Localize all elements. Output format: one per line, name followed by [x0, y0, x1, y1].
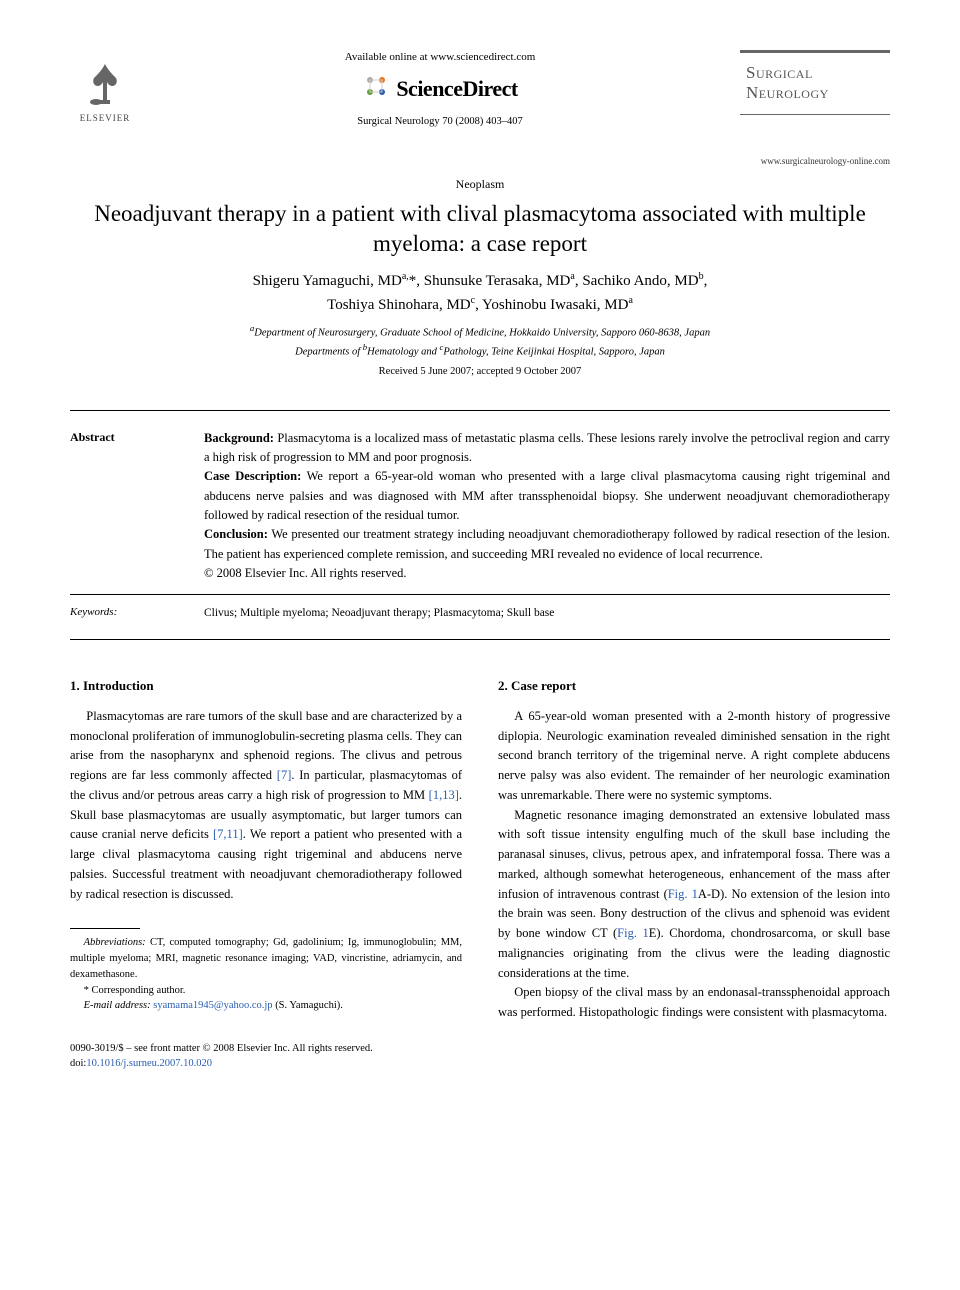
abstract-content: Background: Plasmacytoma is a localized … [204, 429, 890, 584]
case-p3: Open biopsy of the clival mass by an end… [498, 983, 890, 1023]
body-columns: 1. Introduction Plasmacytomas are rare t… [70, 676, 890, 1023]
keywords-row: Keywords: Clivus; Multiple myeloma; Neoa… [70, 594, 890, 622]
case-heading: 2. Case report [498, 676, 890, 697]
journal-url: www.surgicalneurology-online.com [761, 155, 890, 168]
keywords-label: Keywords: [70, 605, 180, 622]
email-link[interactable]: syamama1945@yahoo.co.jp [153, 1000, 272, 1011]
article-dates: Received 5 June 2007; accepted 9 October… [70, 364, 890, 379]
column-left: 1. Introduction Plasmacytomas are rare t… [70, 676, 462, 1023]
intro-paragraph: Plasmacytomas are rare tumors of the sku… [70, 707, 462, 905]
journal-title-box: Surgical Neurology [740, 50, 890, 115]
abs-background-label: Background: [204, 431, 274, 445]
abs-case-text: We report a 65-year-old woman who presen… [204, 469, 890, 522]
footer-left: 0090-3019/$ – see front matter © 2008 El… [70, 1041, 373, 1071]
authors: Shigeru Yamaguchi, MDa,*, Shunsuke Teras… [70, 269, 890, 316]
citation-link[interactable]: [1,13] [429, 788, 459, 802]
email-suffix: (S. Yamaguchi). [275, 1000, 343, 1011]
figure-link[interactable]: Fig. 1 [617, 926, 649, 940]
abs-conclusion-label: Conclusion: [204, 527, 268, 541]
available-online-line: Available online at www.sciencedirect.co… [140, 50, 740, 66]
copyright-line: 0090-3019/$ – see front matter © 2008 El… [70, 1043, 373, 1054]
corresponding-author-footnote: * Corresponding author. [70, 983, 462, 999]
publisher-name: ELSEVIER [80, 112, 131, 125]
column-right: 2. Case report A 65-year-old woman prese… [498, 676, 890, 1023]
abbrev-label: Abbreviations: [84, 937, 146, 948]
sciencedirect-name: ScienceDirect [396, 73, 517, 105]
abs-case-label: Case Description: [204, 469, 301, 483]
elsevier-tree-icon [82, 60, 128, 110]
case-p1: A 65-year-old woman presented with a 2-m… [498, 707, 890, 806]
center-header: Available online at www.sciencedirect.co… [140, 50, 740, 129]
email-footnote: E-mail address: syamama1945@yahoo.co.jp … [70, 998, 462, 1014]
citation-link[interactable]: [7] [277, 768, 292, 782]
journal-title: Surgical Neurology [746, 63, 884, 104]
abs-conclusion-text: We presented our treatment strategy incl… [204, 527, 890, 560]
article-title: Neoadjuvant therapy in a patient with cl… [70, 199, 890, 259]
keywords-content: Clivus; Multiple myeloma; Neoadjuvant th… [204, 605, 890, 622]
abs-background-text: Plasmacytoma is a localized mass of meta… [204, 431, 890, 464]
abstract-label: Abstract [70, 429, 180, 584]
sciencedirect-logo: ScienceDirect [362, 72, 517, 106]
citation-link[interactable]: [7,11] [213, 827, 243, 841]
journal-title-box-col: Surgical Neurology www.surgicalneurology… [740, 50, 890, 168]
footnote-rule [70, 928, 140, 929]
doi-label: doi: [70, 1058, 86, 1069]
case-p2: Magnetic resonance imaging demonstrated … [498, 806, 890, 984]
affiliations: aDepartment of Neurosurgery, Graduate Sc… [70, 322, 890, 360]
footnotes: Abbreviations: CT, computed tomography; … [70, 935, 462, 1014]
intro-heading: 1. Introduction [70, 676, 462, 697]
doi-link[interactable]: 10.1016/j.surneu.2007.10.020 [86, 1058, 212, 1069]
sciencedirect-mark-icon [362, 72, 390, 106]
abs-copyright: © 2008 Elsevier Inc. All rights reserved… [204, 566, 407, 580]
journal-reference: Surgical Neurology 70 (2008) 403–407 [140, 114, 740, 129]
page-footer: 0090-3019/$ – see front matter © 2008 El… [70, 1041, 890, 1071]
journal-header: ELSEVIER Available online at www.science… [70, 50, 890, 168]
publisher-logo: ELSEVIER [70, 50, 140, 125]
abbreviations-footnote: Abbreviations: CT, computed tomography; … [70, 935, 462, 982]
article-section-tag: Neoplasm [70, 176, 890, 193]
abstract-block: Abstract Background: Plasmacytoma is a l… [70, 410, 890, 641]
figure-link[interactable]: Fig. 1 [668, 887, 698, 901]
email-label: E-mail address: [84, 1000, 151, 1011]
